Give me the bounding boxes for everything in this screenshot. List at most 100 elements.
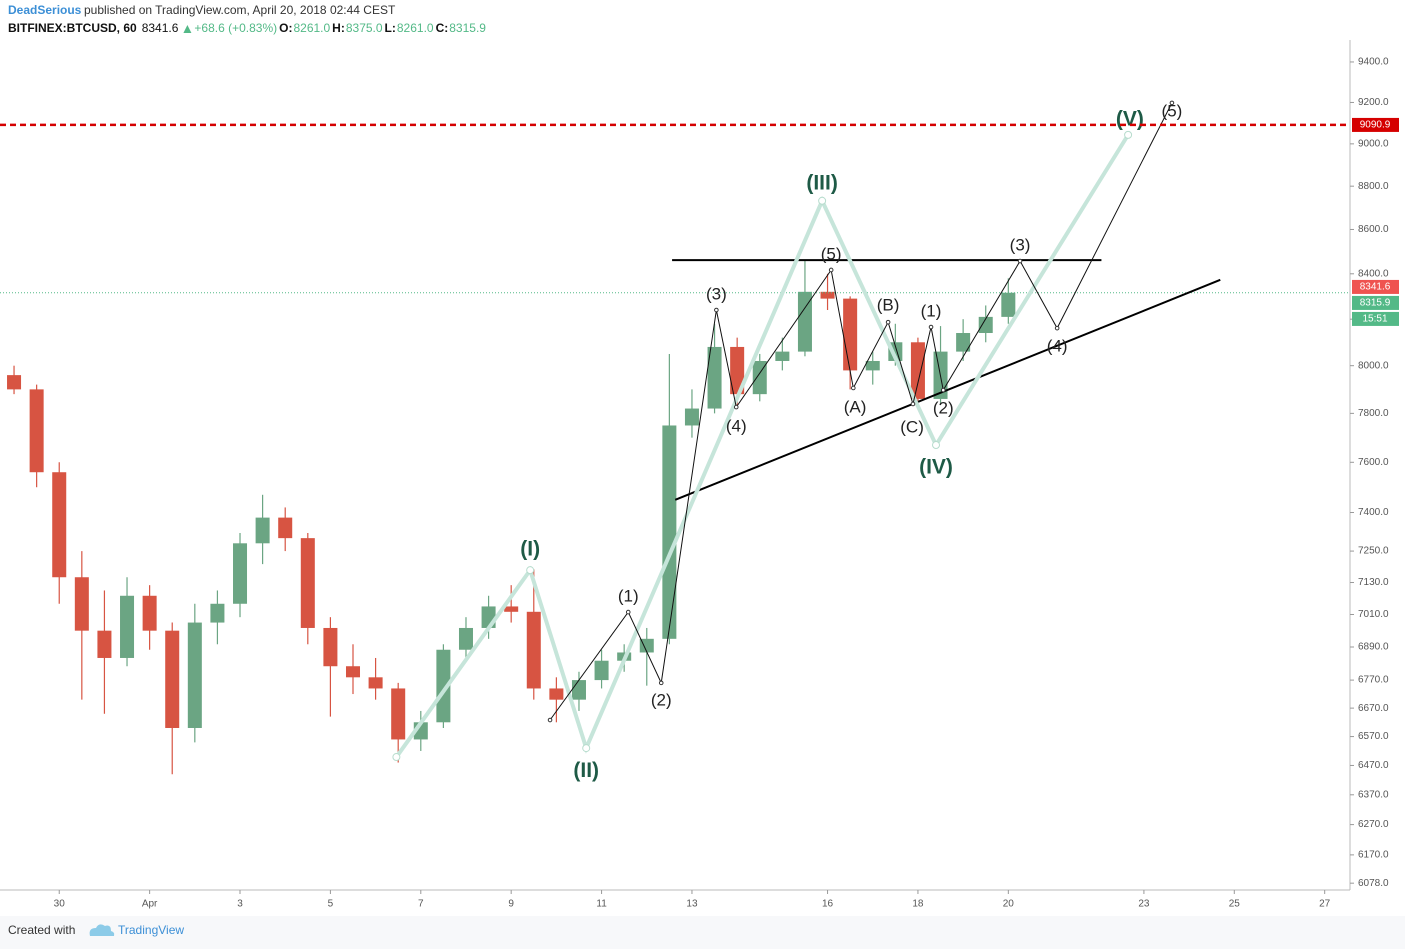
wave-point xyxy=(658,680,664,686)
plot-area: (I) (II) (III) (IV) (V) (1) (2) (3) (4) (5) (A) (B)… xyxy=(0,100,1350,782)
wave-label: (5) xyxy=(821,244,842,263)
y-tick-label: 6770.0 xyxy=(1358,675,1389,686)
candle-body xyxy=(752,360,767,395)
countdown-box xyxy=(1352,311,1399,326)
candle-body xyxy=(1001,292,1016,317)
candle-body xyxy=(345,666,361,678)
close-price-label: 8315.9 xyxy=(1360,298,1391,309)
up-arrow xyxy=(183,25,192,33)
wave-label: (2) xyxy=(933,399,954,418)
x-tick-label: 3 xyxy=(237,899,243,910)
wave-label: (V) xyxy=(1116,107,1144,130)
candle-body xyxy=(956,333,971,352)
price-line-box xyxy=(1352,117,1399,132)
x-tick-label: 16 xyxy=(822,899,834,910)
wave-point xyxy=(1169,100,1175,106)
candle-body xyxy=(52,472,67,578)
wave-point xyxy=(392,753,401,762)
header-text: C: xyxy=(436,21,449,35)
wave-point xyxy=(714,307,719,313)
x-tick-label: 25 xyxy=(1229,899,1241,910)
logo xyxy=(89,924,115,936)
header-text: L: xyxy=(385,21,396,35)
author[interactable]: DeadSerious xyxy=(8,3,82,17)
candle-body xyxy=(820,291,835,299)
wave-line xyxy=(549,102,1173,721)
wave-label: (C) xyxy=(900,418,924,437)
candle-body xyxy=(594,660,609,681)
footer-created: Created with xyxy=(8,923,75,937)
wave-label: (B) xyxy=(877,295,900,314)
wave-point xyxy=(625,609,631,615)
candle-body xyxy=(797,291,812,352)
wave-label: (II) xyxy=(573,759,599,782)
y-tick-label: 6270.0 xyxy=(1358,819,1389,830)
y-tick-label: 8400.0 xyxy=(1358,268,1389,279)
y-tick-label: 6890.0 xyxy=(1358,642,1389,653)
candle-body xyxy=(707,346,722,409)
wave-point xyxy=(828,267,834,273)
y-tick-label: 9000.0 xyxy=(1358,138,1389,149)
wave-point xyxy=(1054,325,1060,331)
header-text: +68.6 (+0.83%) xyxy=(194,21,277,35)
candle-body xyxy=(97,630,112,658)
candle-body xyxy=(458,627,473,650)
y-tick-label: 9400.0 xyxy=(1358,57,1389,68)
candle-body xyxy=(29,389,44,473)
candle-body xyxy=(436,649,451,723)
y-tick-label: 9200.0 xyxy=(1358,97,1389,108)
header-text: 8261.0 xyxy=(397,21,434,35)
wave-point xyxy=(526,566,535,575)
last-price-box xyxy=(1352,279,1399,294)
wave-label: (5) xyxy=(1162,101,1183,120)
wave-label: (1) xyxy=(921,301,942,320)
candle-body xyxy=(639,638,654,653)
y-tick-label: 7130.0 xyxy=(1358,577,1389,588)
wave-point xyxy=(932,441,941,450)
y-tick-label: 6470.0 xyxy=(1358,760,1389,771)
y-tick-label: 6370.0 xyxy=(1358,789,1389,800)
candle-body xyxy=(775,351,790,361)
x-tick-label: 30 xyxy=(54,899,66,910)
header-text: 8341.6 xyxy=(142,21,179,35)
footer-brand[interactable]: TradingView xyxy=(118,923,184,937)
wave-label: (IV) xyxy=(919,456,953,479)
symbol-line: BITFINEX:BTCUSD, 60 8341.6 +68.6 (+0.83%) O… xyxy=(8,21,486,35)
wave-point xyxy=(818,196,827,205)
candle-body xyxy=(187,622,202,728)
wave-label: (3) xyxy=(1010,235,1031,254)
wave-label: (I) xyxy=(520,538,540,561)
candle-body xyxy=(504,606,519,612)
candle-body xyxy=(978,316,993,334)
wave-label: (3) xyxy=(706,284,727,303)
x-tick-label: 13 xyxy=(686,899,698,910)
y-tick-label: 8000.0 xyxy=(1358,360,1389,371)
candle-body xyxy=(323,627,338,667)
y-tick-label: 8600.0 xyxy=(1358,224,1389,235)
x-tick-label: 5 xyxy=(328,899,334,910)
x-tick-label: 27 xyxy=(1319,899,1331,910)
header-text: H: xyxy=(332,21,345,35)
y-tick-label: 6570.0 xyxy=(1358,731,1389,742)
candle-body xyxy=(391,688,406,740)
candle-body xyxy=(7,375,22,390)
candle-body xyxy=(662,425,677,639)
candle-body xyxy=(300,538,315,628)
candle-body xyxy=(865,360,880,371)
candle-body xyxy=(120,595,135,658)
y-tick-label: 6670.0 xyxy=(1358,703,1389,714)
published: published on TradingView.com, April 20, … xyxy=(84,3,396,17)
candle-body xyxy=(526,611,541,689)
close-price-box xyxy=(1352,295,1399,310)
wave-point xyxy=(1017,258,1023,264)
candle-body xyxy=(233,543,248,604)
x-tick-label: 11 xyxy=(596,899,607,910)
countdown-label: 15:51 xyxy=(1362,314,1387,325)
wave-point xyxy=(851,385,856,391)
trendline xyxy=(674,278,1221,501)
wave-point xyxy=(928,324,934,330)
x-tick-label: Apr xyxy=(142,899,158,910)
wave-label: (4) xyxy=(1047,337,1068,356)
y-tick-label: 8800.0 xyxy=(1358,181,1389,192)
candle-body xyxy=(730,346,745,395)
